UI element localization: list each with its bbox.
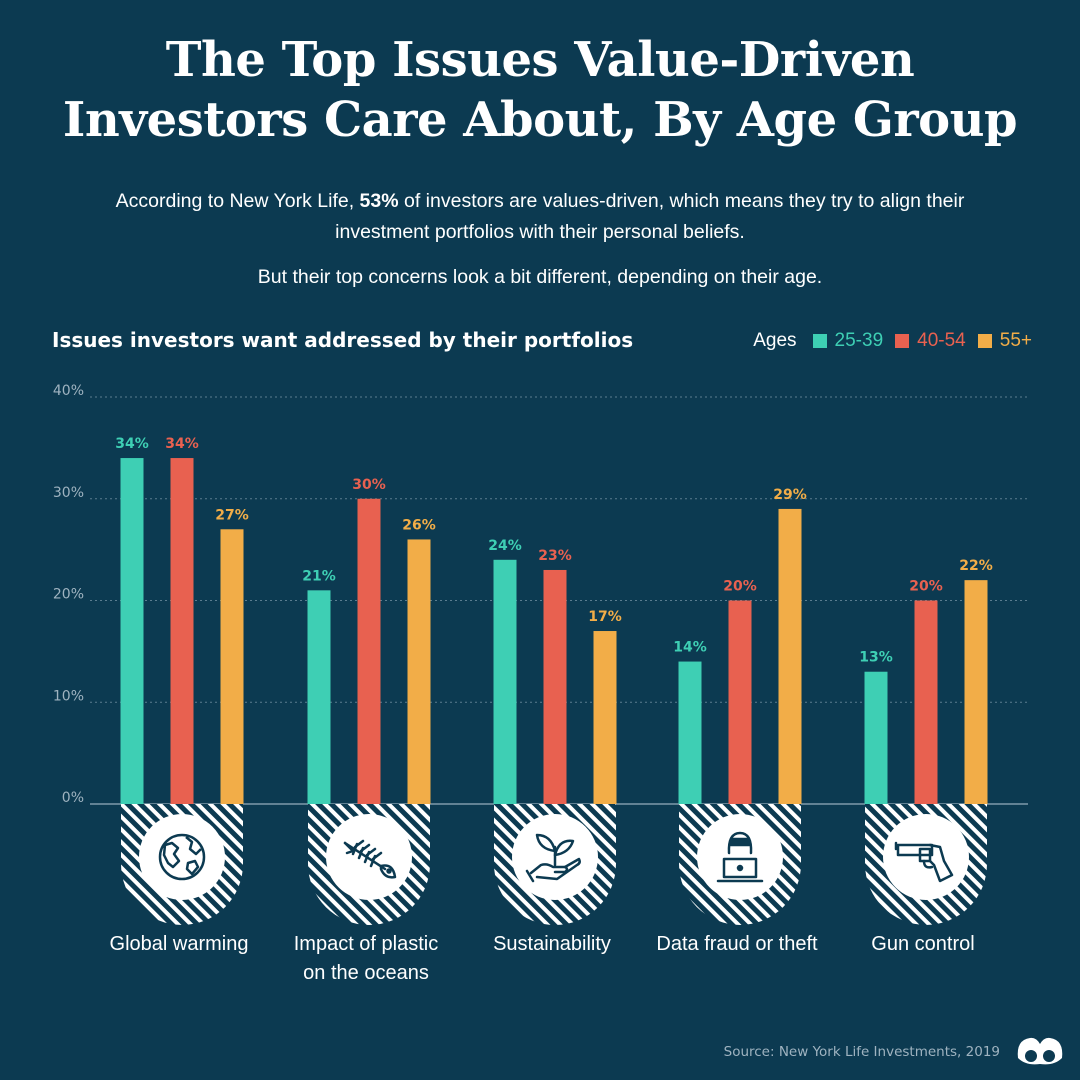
y-tick-label: 20% [53,587,84,603]
legend-label-40-54: 40-54 [917,330,966,351]
category-label-line: on the oceans [303,962,429,984]
source-note: Source: New York Life Investments, 2019 [723,1044,1000,1060]
category-label: Impact of plastic on the oceans [271,930,461,988]
category-label: Sustainability [457,930,647,959]
intro-percent: 53% [359,190,399,212]
intro-post: of investors are values-driven, which me… [335,190,965,243]
y-tick-label: 10% [53,688,84,704]
data-label: 22% [959,558,993,574]
data-label: 34% [165,436,199,452]
category-label-line: Data fraud or theft [656,933,818,955]
data-label: 34% [115,436,149,452]
bar [170,458,194,804]
icon-base-circle [697,814,783,900]
legend-swatch-25-39 [812,334,827,348]
data-label: 14% [673,640,707,656]
category-label-line: Sustainability [493,933,611,955]
publisher-logo-icon [1017,1037,1063,1065]
data-label: 29% [773,487,807,503]
bar [678,661,702,804]
category-label: Global warming [84,930,274,959]
y-axis-ticks: 0% 10% 20% 30% 40% [53,383,84,806]
page-title: The Top Issues Value-Driven Investors Ca… [0,30,1080,150]
bar [543,569,567,804]
intro-text-2: But their top concerns look a bit differ… [257,266,823,288]
title-line-1: The Top Issues Value-Driven [165,32,915,88]
data-label: 27% [215,507,249,523]
hacker-laptop-icon [716,831,764,883]
bar [220,529,244,804]
intro-text: According to New York Life, 53% of inves… [90,186,990,248]
legend-swatch-40-54 [895,334,910,348]
category-label-line: Gun control [871,933,975,955]
chart-title: Issues investors want addressed by their… [52,328,634,352]
y-tick-label: 0% [62,790,84,806]
bar [120,458,144,804]
legend: Ages 25-39 40-54 55+ [753,330,1032,352]
bar [307,590,331,804]
legend-label-25-39: 25-39 [834,330,884,351]
legend-item-55-plus: 55+ [977,330,1032,352]
bar [728,600,752,804]
bar-chart: 0% 10% 20% 30% 40% 34% 34% 27% 21% 30% 26% 24% 23% 1… [53,383,1028,925]
legend-label-55-plus: 55+ [999,330,1032,351]
plant-in-hand-icon [525,833,581,883]
legend-prefix: Ages [753,330,797,351]
title-line-2: Investors Care About, By Age Group [62,92,1018,148]
icon-base-circle [883,814,969,900]
bar [964,580,988,804]
y-tick-label: 40% [53,383,84,399]
data-labels: 34% 34% 27% 21% 30% 26% 24% 23% 17% 14% 20% 29% 13% 2… [115,436,993,666]
bars [120,458,988,804]
category-label-line: Global warming [109,933,249,955]
category-label: Gun control [828,930,1018,959]
data-label: 13% [859,650,893,666]
icon-base-circle [139,814,225,900]
revolver-icon [894,841,954,883]
data-label: 20% [909,579,943,595]
data-label: 23% [538,548,572,564]
category-label: Data fraud or theft [642,930,832,959]
legend-item-40-54: 40-54 [895,330,966,352]
legend-swatch-55-plus [977,334,992,348]
bar [407,539,431,804]
data-label: 24% [488,538,522,554]
legend-item-25-39: 25-39 [812,330,884,352]
data-label: 17% [588,609,622,625]
bar [864,671,888,804]
globe-icon [158,833,206,881]
bar [493,559,517,804]
category-label-line: Impact of plastic [293,933,439,955]
bar [914,600,938,804]
bar [593,631,617,804]
data-label: 21% [302,568,336,584]
bar [778,508,802,804]
icon-base-circle [326,814,412,900]
fish-skeleton-icon [343,839,397,879]
data-label: 26% [402,517,436,533]
data-label: 30% [352,477,386,493]
bar [357,498,381,804]
intro-pre: According to New York Life, [115,190,360,212]
y-tick-label: 30% [53,485,84,501]
data-label: 20% [723,579,757,595]
